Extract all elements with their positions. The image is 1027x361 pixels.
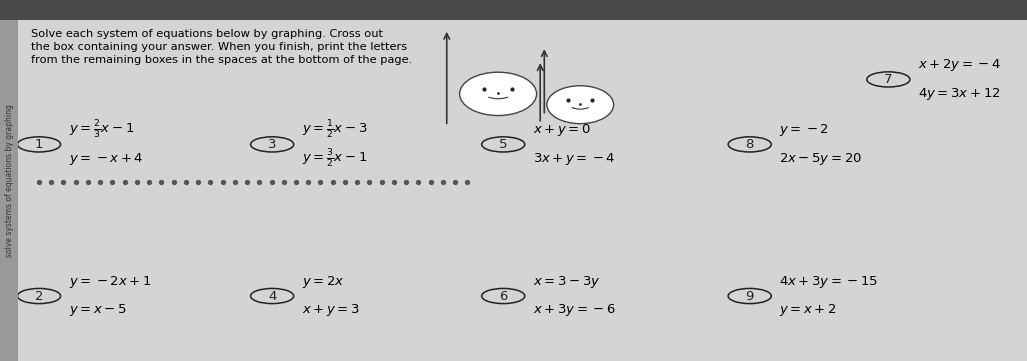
Text: $y = x + 2$: $y = x + 2$ xyxy=(779,303,837,318)
Circle shape xyxy=(867,72,910,87)
Circle shape xyxy=(251,137,294,152)
Text: $y = x - 5$: $y = x - 5$ xyxy=(69,303,126,318)
Circle shape xyxy=(251,288,294,304)
Ellipse shape xyxy=(547,86,614,123)
Circle shape xyxy=(482,137,525,152)
Text: 3: 3 xyxy=(268,138,276,151)
Text: $4x + 3y = -15$: $4x + 3y = -15$ xyxy=(779,274,879,290)
Text: 1: 1 xyxy=(35,138,43,151)
Text: Solve each system of equations below by graphing. Cross out
the box containing y: Solve each system of equations below by … xyxy=(31,29,412,65)
Text: solve systems of equations by graphing: solve systems of equations by graphing xyxy=(5,104,13,257)
Circle shape xyxy=(17,137,61,152)
Text: $y = \frac{2}{3}x - 1$: $y = \frac{2}{3}x - 1$ xyxy=(69,119,135,141)
Text: $y = \frac{1}{2}x - 3$: $y = \frac{1}{2}x - 3$ xyxy=(302,119,368,141)
Text: 6: 6 xyxy=(499,290,507,303)
Text: $y = -2x + 1$: $y = -2x + 1$ xyxy=(69,274,151,290)
Text: $y = \frac{3}{2}x - 1$: $y = \frac{3}{2}x - 1$ xyxy=(302,148,368,170)
Text: $4y = 3x + 12$: $4y = 3x + 12$ xyxy=(918,86,1000,102)
Text: $2x - 5y = 20$: $2x - 5y = 20$ xyxy=(779,151,863,167)
Bar xyxy=(0,20,18,361)
Text: $x + y = 0$: $x + y = 0$ xyxy=(533,122,592,138)
Circle shape xyxy=(728,288,771,304)
Text: 4: 4 xyxy=(268,290,276,303)
Text: $y = -x + 4$: $y = -x + 4$ xyxy=(69,151,143,167)
Text: $y = -2$: $y = -2$ xyxy=(779,122,830,138)
Text: 9: 9 xyxy=(746,290,754,303)
Text: $x + y = 3$: $x + y = 3$ xyxy=(302,303,359,318)
Text: $x + 3y = -6$: $x + 3y = -6$ xyxy=(533,303,616,318)
Circle shape xyxy=(482,288,525,304)
Text: $y = 2x$: $y = 2x$ xyxy=(302,274,345,290)
Text: 7: 7 xyxy=(884,73,892,86)
Text: 5: 5 xyxy=(499,138,507,151)
Text: $3x + y = -4$: $3x + y = -4$ xyxy=(533,151,615,167)
Circle shape xyxy=(17,288,61,304)
Text: 2: 2 xyxy=(35,290,43,303)
Text: $x + 2y = -4$: $x + 2y = -4$ xyxy=(918,57,1001,73)
Bar xyxy=(0,0,1027,20)
Text: $x = 3 - 3y$: $x = 3 - 3y$ xyxy=(533,274,601,290)
Ellipse shape xyxy=(460,72,537,116)
Text: 8: 8 xyxy=(746,138,754,151)
Circle shape xyxy=(728,137,771,152)
